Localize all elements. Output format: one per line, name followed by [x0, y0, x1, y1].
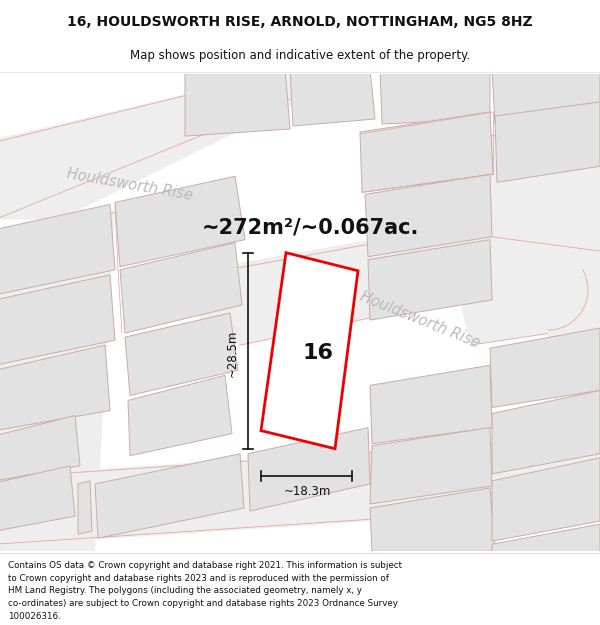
Polygon shape [290, 69, 375, 126]
Polygon shape [0, 69, 365, 219]
Polygon shape [490, 124, 600, 249]
Polygon shape [248, 428, 370, 511]
Polygon shape [0, 436, 600, 546]
Polygon shape [0, 209, 115, 551]
Text: 16: 16 [302, 343, 334, 363]
Text: Houldsworth Rise: Houldsworth Rise [358, 289, 482, 351]
Polygon shape [200, 199, 600, 345]
Text: 100026316.: 100026316. [8, 612, 61, 621]
Polygon shape [360, 112, 493, 192]
Polygon shape [460, 234, 600, 345]
Text: ~272m²/~0.067ac.: ~272m²/~0.067ac. [202, 217, 419, 238]
Polygon shape [125, 313, 238, 396]
Polygon shape [380, 69, 490, 124]
Polygon shape [370, 365, 492, 444]
Polygon shape [261, 253, 358, 449]
Polygon shape [0, 204, 115, 295]
Polygon shape [0, 466, 75, 531]
Text: Map shows position and indicative extent of the property.: Map shows position and indicative extent… [130, 49, 470, 62]
Polygon shape [95, 454, 244, 538]
Polygon shape [0, 275, 115, 365]
Text: ~18.3m: ~18.3m [283, 486, 331, 499]
Polygon shape [490, 328, 600, 408]
Polygon shape [185, 69, 290, 136]
Polygon shape [370, 428, 492, 504]
Text: ~28.5m: ~28.5m [226, 329, 239, 377]
Text: Contains OS data © Crown copyright and database right 2021. This information is : Contains OS data © Crown copyright and d… [8, 561, 402, 570]
Polygon shape [492, 69, 600, 124]
Text: to Crown copyright and database rights 2023 and is reproduced with the permissio: to Crown copyright and database rights 2… [8, 574, 389, 582]
Text: HM Land Registry. The polygons (including the associated geometry, namely x, y: HM Land Registry. The polygons (includin… [8, 586, 362, 595]
Text: co-ordinates) are subject to Crown copyright and database rights 2023 Ordnance S: co-ordinates) are subject to Crown copyr… [8, 599, 398, 608]
Text: Houldsworth Rise: Houldsworth Rise [66, 166, 194, 202]
Polygon shape [115, 176, 245, 267]
Polygon shape [78, 481, 92, 534]
Polygon shape [492, 458, 600, 541]
Polygon shape [548, 244, 600, 381]
Polygon shape [128, 376, 232, 456]
Polygon shape [120, 242, 242, 333]
Polygon shape [0, 345, 110, 431]
Text: 16, HOULDSWORTH RISE, ARNOLD, NOTTINGHAM, NG5 8HZ: 16, HOULDSWORTH RISE, ARNOLD, NOTTINGHAM… [67, 15, 533, 29]
Polygon shape [370, 488, 495, 551]
Polygon shape [495, 102, 600, 182]
Polygon shape [0, 416, 80, 481]
Polygon shape [368, 239, 492, 320]
Polygon shape [492, 391, 600, 474]
Polygon shape [492, 524, 600, 556]
Polygon shape [365, 174, 492, 257]
